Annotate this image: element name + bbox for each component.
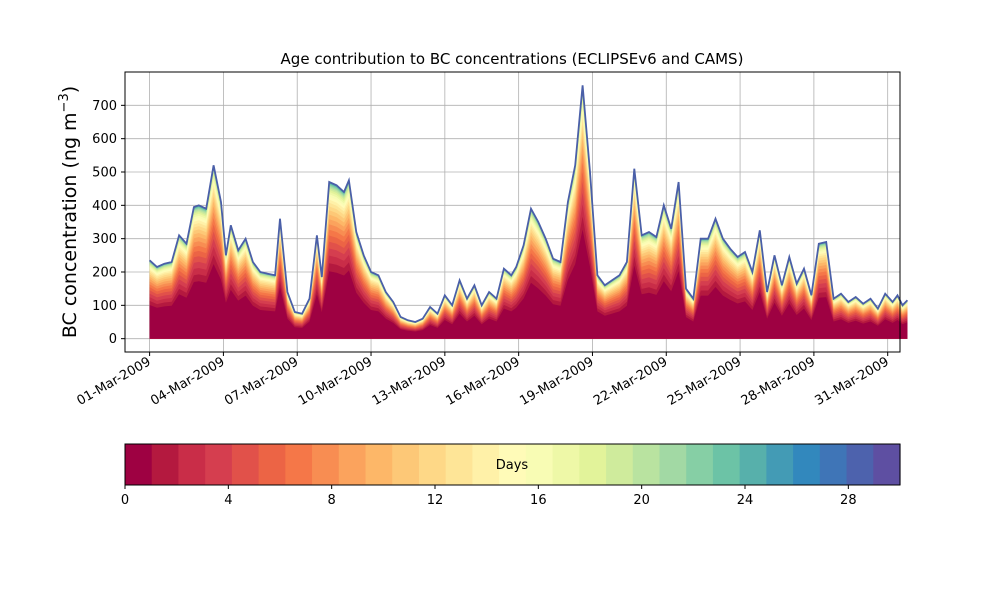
- x-tick-label: 01-Mar-2009: [74, 354, 153, 408]
- y-tick-label: 400: [92, 199, 117, 214]
- colorbar-tick-label: 4: [224, 493, 232, 508]
- colorbar-label: Days: [496, 458, 529, 473]
- y-axis-label-exponent: −3: [57, 93, 72, 112]
- x-tick-label: 04-Mar-2009: [148, 354, 227, 408]
- colorbar-segment: [686, 444, 714, 485]
- x-tick-label: 22-Mar-2009: [591, 354, 670, 408]
- x-tick-label: 10-Mar-2009: [296, 354, 375, 408]
- colorbar-segment: [712, 444, 741, 485]
- y-tick-label: 0: [109, 332, 117, 347]
- colorbar-segment: [499, 444, 527, 485]
- y-tick-label: 500: [92, 166, 117, 181]
- colorbar-segment: [472, 444, 500, 485]
- y-tick-label: 100: [92, 299, 117, 314]
- colorbar-segment: [125, 444, 153, 485]
- colorbar-segment: [285, 444, 313, 485]
- colorbar-segment: [338, 444, 367, 485]
- colorbar-segment: [445, 444, 474, 485]
- x-tick-label: 28-Mar-2009: [739, 354, 818, 408]
- y-tick-label: 200: [92, 266, 117, 281]
- x-tick-label: 19-Mar-2009: [517, 354, 596, 408]
- plot-area: [125, 72, 909, 352]
- colorbar-segment: [793, 444, 821, 485]
- colorbar: 0 4 8 12 16 20 24 28: [121, 443, 901, 508]
- colorbar-segment: [418, 444, 447, 485]
- colorbar-segment: [819, 444, 848, 485]
- x-tick-label: 07-Mar-2009: [222, 354, 301, 408]
- colorbar-tick-label: 28: [840, 493, 857, 508]
- colorbar-tick-label: 20: [633, 493, 650, 508]
- x-tick-label: 13-Mar-2009: [370, 354, 449, 408]
- colorbar-segment: [846, 444, 874, 485]
- colorbar-segment: [632, 444, 661, 485]
- colorbar-segment: [392, 444, 420, 485]
- colorbar-segment: [579, 444, 607, 485]
- y-tick-label: 700: [92, 99, 117, 114]
- y-tick-label: 600: [92, 132, 117, 147]
- colorbar-frame: [124, 443, 901, 486]
- colorbar-segment: [312, 444, 340, 485]
- colorbar-segment: [151, 444, 180, 485]
- age-layer-0: [149, 229, 908, 339]
- colorbar-tick-label: 24: [737, 493, 754, 508]
- x-axis: 01-Mar-200904-Mar-200907-Mar-200910-Mar-…: [74, 352, 892, 409]
- colorbar-segment: [552, 444, 580, 485]
- colorbar-segment: [766, 444, 794, 485]
- x-tick-label: 25-Mar-2009: [665, 354, 744, 408]
- colorbar-segment: [178, 444, 206, 485]
- y-axis-label-close: ): [59, 86, 81, 93]
- x-tick-label: 31-Mar-2009: [813, 354, 892, 408]
- colorbar-tick-label: 12: [427, 493, 444, 508]
- y-axis: 0 100 200 300 400 500 600 700: [92, 99, 125, 347]
- y-axis-label-main: BC concentration (ng m: [59, 112, 81, 338]
- colorbar-segment: [525, 444, 554, 485]
- y-tick-label: 300: [92, 232, 117, 247]
- colorbar-segment: [365, 444, 393, 485]
- colorbar-segment: [205, 444, 233, 485]
- colorbar-segment: [873, 444, 901, 485]
- colorbar-tick-label: 0: [121, 493, 129, 508]
- colorbar-segment: [258, 444, 286, 485]
- colorbar-segment: [231, 444, 260, 485]
- colorbar-tick-label: 16: [530, 493, 547, 508]
- colorbar-segment: [606, 444, 634, 485]
- colorbar-segment: [739, 444, 767, 485]
- x-tick-label: 16-Mar-2009: [444, 354, 523, 408]
- total-concentration-line: [148, 85, 909, 323]
- colorbar-segment: [659, 444, 687, 485]
- colorbar-tick-label: 8: [328, 493, 336, 508]
- y-axis-label: BC concentration (ng m−3): [57, 86, 81, 338]
- chart-title: Age contribution to BC concentrations (E…: [281, 50, 744, 68]
- plot-frame: [124, 71, 901, 353]
